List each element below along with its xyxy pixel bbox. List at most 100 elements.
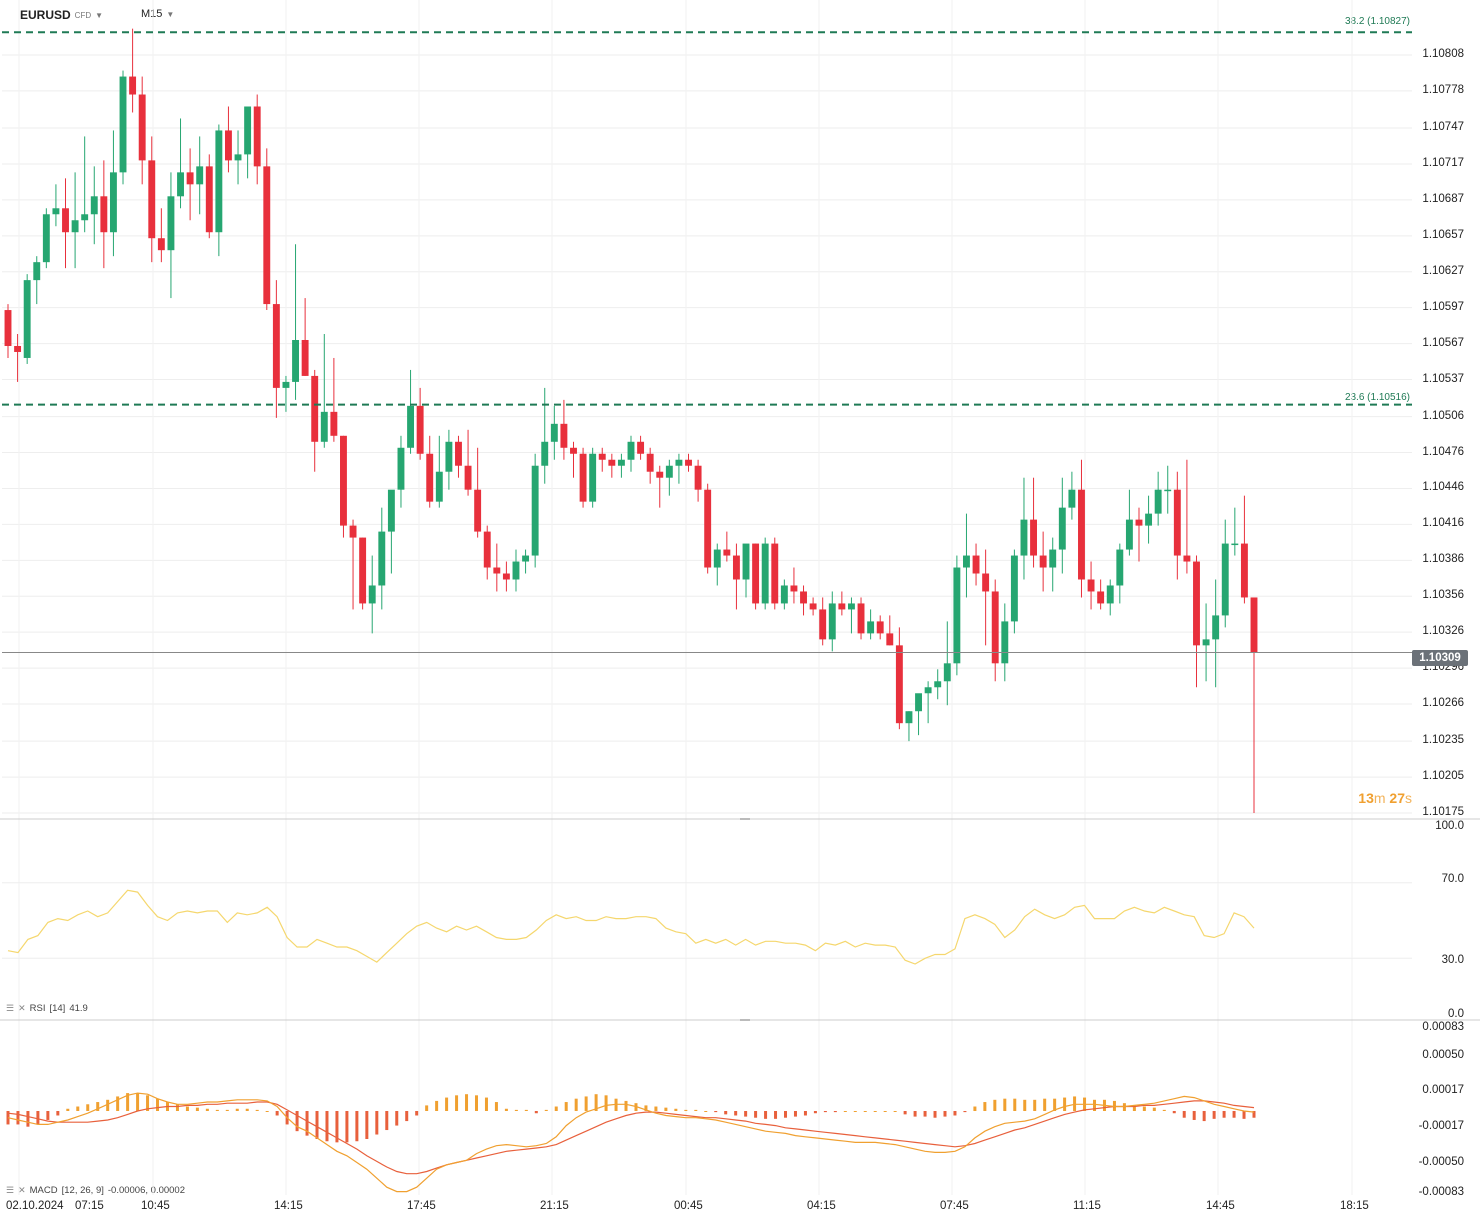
rsi-axis-label: 70.0	[1441, 873, 1464, 885]
candle-body	[483, 531, 491, 568]
macd-histogram-bar	[983, 1102, 987, 1111]
macd-histogram-bar	[1132, 1105, 1136, 1111]
macd-histogram-bar	[544, 1109, 548, 1111]
close-icon[interactable]: ✕	[18, 1185, 26, 1195]
candle	[272, 280, 280, 418]
macd-histogram-bar	[136, 1093, 140, 1111]
candle	[531, 453, 539, 568]
candle	[167, 172, 175, 299]
candle-body	[196, 166, 204, 185]
candle-body	[349, 525, 357, 538]
macd-histogram-bar	[375, 1111, 379, 1135]
candle-body	[205, 166, 213, 233]
macd-histogram-bar	[524, 1109, 528, 1111]
macd-histogram-bar	[435, 1100, 439, 1111]
candle-countdown: 13m 27s	[1358, 790, 1412, 806]
caret-down-icon[interactable]: ▼	[166, 9, 175, 19]
time-axis-label: 07:45	[940, 1200, 969, 1212]
candle-body	[272, 304, 280, 388]
candle-body	[847, 603, 855, 610]
macd-histogram-bar	[903, 1111, 907, 1115]
candle-body	[857, 603, 865, 634]
candle	[1010, 549, 1018, 634]
macd-histogram-bar	[86, 1104, 90, 1111]
candle	[62, 178, 69, 269]
macd-histogram-bar	[803, 1111, 807, 1116]
candle	[589, 447, 597, 508]
candle	[675, 453, 683, 484]
macd-histogram-bar	[644, 1105, 648, 1111]
macd-histogram-bar	[126, 1093, 130, 1111]
candle	[359, 537, 367, 610]
macd-histogram-bar	[1053, 1098, 1057, 1111]
macd-histogram-bar	[1172, 1111, 1176, 1114]
candle-body	[320, 411, 328, 442]
candle	[972, 543, 980, 586]
candle-body	[991, 591, 999, 664]
candle-body	[455, 441, 462, 466]
candle-body	[646, 453, 654, 472]
candle	[646, 447, 654, 484]
macd-histogram-bar	[564, 1102, 568, 1111]
macd-histogram-bar	[774, 1111, 778, 1119]
price-axis-label: 1.10476	[1422, 445, 1464, 458]
rsi-value: 41.9	[69, 1003, 88, 1014]
close-icon[interactable]: ✕	[18, 1003, 26, 1013]
menu-icon[interactable]: ☰	[6, 1185, 15, 1195]
price-axis-label: 1.10386	[1422, 553, 1464, 566]
candle-body	[311, 375, 319, 442]
candle-body	[1078, 489, 1085, 580]
macd-histogram-bar	[943, 1111, 947, 1117]
macd-axis-label: 0.00083	[1422, 1021, 1464, 1033]
macd-histogram-bar	[913, 1111, 917, 1117]
candle	[196, 136, 204, 215]
price-axis-label: 1.10747	[1422, 121, 1464, 134]
candle-body	[148, 160, 156, 239]
macd-histogram-bar	[514, 1109, 518, 1111]
macd-histogram-bar	[764, 1111, 768, 1119]
candle	[876, 615, 884, 640]
candle	[1125, 489, 1133, 556]
caret-down-icon[interactable]: ▼	[95, 10, 104, 20]
candle	[838, 591, 846, 616]
candle-body	[378, 531, 386, 586]
candle-body	[665, 465, 673, 478]
macd-histogram-bar	[215, 1109, 219, 1111]
macd-histogram-bar	[66, 1108, 70, 1111]
candle	[847, 597, 855, 634]
candle-body	[359, 537, 367, 604]
countdown-sec-unit: s	[1405, 790, 1412, 806]
candle-body	[90, 196, 98, 215]
candle	[742, 543, 750, 598]
candle-body	[617, 459, 625, 466]
menu-icon[interactable]: ☰	[6, 1003, 15, 1013]
macd-axis-label: 0.00050	[1422, 1049, 1464, 1061]
macd-histogram-bar	[56, 1111, 60, 1116]
candle-body	[723, 549, 731, 556]
candle	[713, 543, 721, 586]
symbol-selector[interactable]: EURUSD CFD ▼	[20, 8, 103, 22]
macd-histogram-bar	[873, 1111, 877, 1112]
macd-histogram-bar	[504, 1108, 508, 1111]
candle	[685, 453, 692, 472]
candle	[493, 543, 501, 592]
timeframe-selector[interactable]: M15 ▼	[141, 8, 174, 20]
macd-histogram-bar	[335, 1111, 339, 1143]
price-axis-label: 1.10446	[1422, 481, 1464, 494]
candle	[1039, 531, 1047, 592]
macd-histogram-bar	[36, 1111, 40, 1125]
candle-body	[1193, 561, 1200, 646]
candle	[349, 519, 357, 610]
time-axis-label: 07:15	[75, 1200, 104, 1212]
candle	[1078, 459, 1085, 598]
candle	[924, 681, 932, 724]
candle	[761, 537, 769, 610]
candle-body	[886, 633, 894, 646]
candle-body	[963, 555, 970, 568]
macd-indicator-label[interactable]: ☰ ✕ MACD [12, 26, 9] -0.00006, 0.00002	[6, 1185, 185, 1196]
rsi-axis-label: 30.0	[1441, 954, 1464, 966]
macd-histogram-bar	[973, 1106, 977, 1111]
rsi-indicator-label[interactable]: ☰ ✕ RSI [14] 41.9	[6, 1003, 88, 1014]
macd-histogram-bar	[893, 1111, 897, 1112]
